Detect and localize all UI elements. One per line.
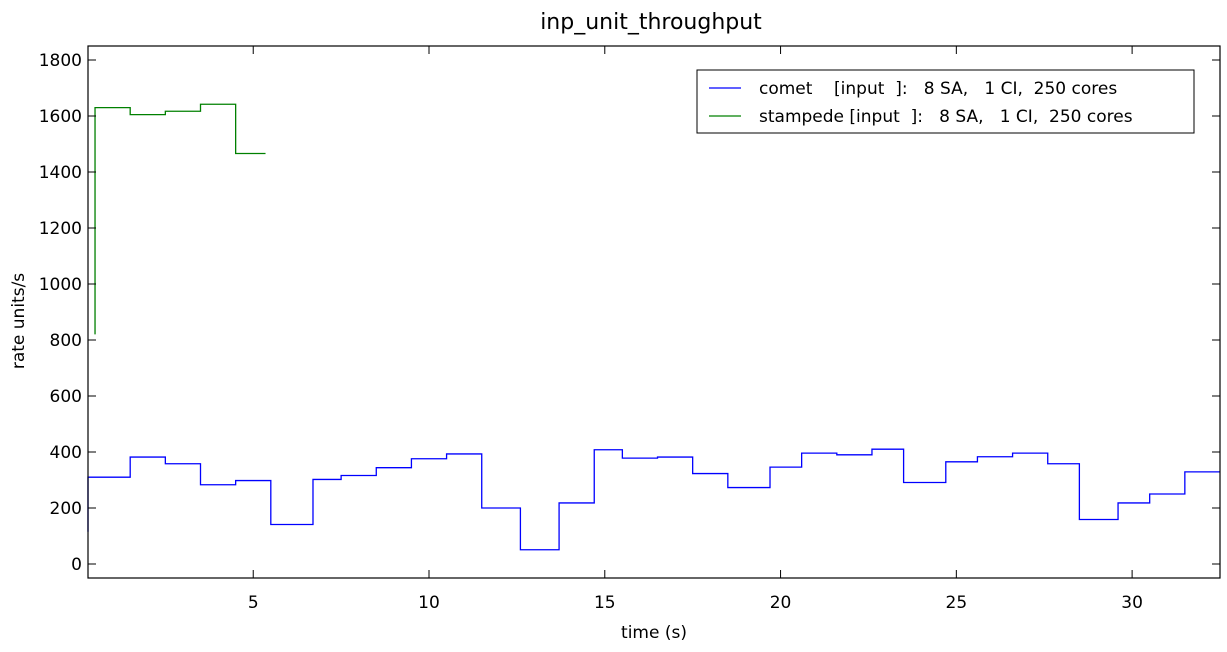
y-tick-label: 1400 <box>39 163 82 183</box>
chart-title: inp_unit_throughput <box>540 10 762 35</box>
y-axis: 0 200 400 600 800 1000 1200 1400 1600 1800 <box>39 51 1220 575</box>
y-tick-label: 1200 <box>39 219 82 239</box>
x-tick-label: 10 <box>418 593 440 613</box>
y-tick-label: 1000 <box>39 275 82 295</box>
legend-entry-comet: comet [input ]: 8 SA, 1 CI, 250 cores <box>759 79 1117 99</box>
legend-entry-stampede: stampede [input ]: 8 SA, 1 CI, 250 cores <box>759 107 1133 127</box>
x-tick-label: 5 <box>248 593 259 613</box>
y-tick-label: 0 <box>71 555 82 575</box>
series-layer <box>87 103 1220 551</box>
y-tick-label: 600 <box>50 387 82 407</box>
legend-box <box>696 69 1195 134</box>
y-tick-label: 1800 <box>39 51 82 71</box>
series-line-1 <box>94 103 266 335</box>
plot-frame <box>87 45 1221 579</box>
y-tick-label: 200 <box>50 499 82 519</box>
series-line-0 <box>87 448 1220 551</box>
y-tick-label: 1600 <box>39 107 82 127</box>
y-tick-label: 400 <box>50 443 82 463</box>
x-tick-label: 30 <box>1121 593 1143 613</box>
x-axis: 5 10 15 20 25 30 <box>248 46 1143 613</box>
x-tick-label: 25 <box>946 593 968 613</box>
legend: comet [input ]: 8 SA, 1 CI, 250 cores st… <box>696 69 1195 134</box>
x-axis-label: time (s) <box>621 623 687 643</box>
x-tick-label: 20 <box>770 593 792 613</box>
x-tick-label: 15 <box>594 593 616 613</box>
y-tick-label: 800 <box>50 331 82 351</box>
y-axis-label: rate units/s <box>9 273 29 369</box>
